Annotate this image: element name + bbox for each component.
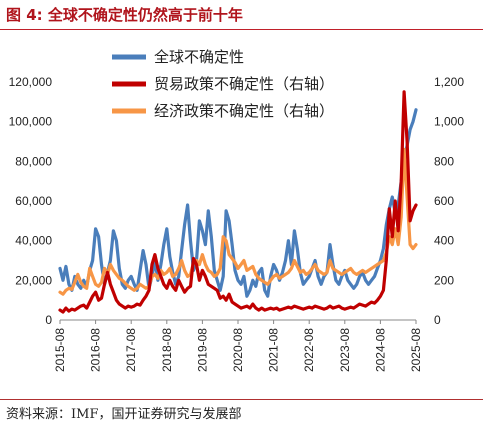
chart-axes: 0 20,000 40,000 60,000 80,000 100,000 120,000 0… bbox=[9, 75, 465, 372]
y-right-tick-label: 0 bbox=[434, 313, 441, 327]
chart-series bbox=[58, 90, 418, 314]
legend-label-1: 贸易政策不确定性（右轴） bbox=[154, 76, 334, 93]
line-chart: 0 20,000 40,000 60,000 80,000 100,000 120,000 0… bbox=[9, 48, 465, 372]
legend-label-2: 经济政策不确定性（右轴） bbox=[154, 103, 334, 120]
x-tick-label: 2017-08 bbox=[124, 328, 138, 372]
y-right-tick-label: 1,000 bbox=[434, 115, 464, 129]
x-tick-label: 2021-08 bbox=[267, 328, 281, 372]
x-tick-label: 2022-08 bbox=[302, 328, 316, 372]
legend-label-0: 全球不确定性 bbox=[154, 48, 244, 66]
y-right-tick-label: 200 bbox=[434, 273, 454, 287]
x-tick-label: 2016-08 bbox=[89, 328, 103, 372]
source-divider bbox=[0, 399, 483, 400]
title-divider bbox=[0, 29, 483, 30]
x-tick-label: 2018-08 bbox=[160, 328, 174, 372]
y-left-tick-label: 60,000 bbox=[15, 194, 52, 208]
series-line-2 bbox=[58, 147, 418, 296]
x-tick-label: 2015-08 bbox=[53, 328, 67, 372]
y-left-tick-label: 120,000 bbox=[9, 75, 53, 89]
y-right-tick-label: 800 bbox=[434, 154, 454, 168]
x-tick-label: 2024-08 bbox=[373, 328, 387, 372]
series-line-0 bbox=[58, 108, 418, 298]
y-right-tick-label: 600 bbox=[434, 194, 454, 208]
y-left-tick-label: 20,000 bbox=[15, 273, 52, 287]
series-line-1 bbox=[58, 90, 418, 314]
y-right-tick-label: 400 bbox=[434, 234, 454, 248]
y-left-tick-label: 40,000 bbox=[15, 234, 52, 248]
x-tick-label: 2023-08 bbox=[338, 328, 352, 372]
y-left-tick-label: 80,000 bbox=[15, 154, 52, 168]
x-tick-label: 2020-08 bbox=[231, 328, 245, 372]
x-tick-label: 2025-08 bbox=[409, 328, 423, 372]
y-right-tick-label: 1,200 bbox=[434, 75, 464, 89]
y-left-tick-label: 0 bbox=[45, 313, 52, 327]
figure-title: 图 4: 全球不确定性仍然高于前十年 bbox=[6, 6, 243, 24]
y-left-tick-label: 100,000 bbox=[9, 115, 53, 129]
source-note: 资料来源：IMF，国开证券研究与发展部 bbox=[6, 407, 242, 422]
x-tick-label: 2019-08 bbox=[195, 328, 209, 372]
